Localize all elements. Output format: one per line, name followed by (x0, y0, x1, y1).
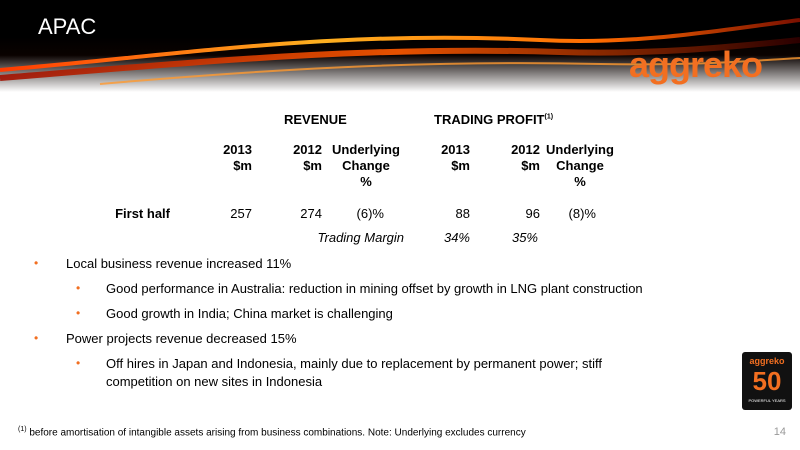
col-header-line: 2013 (441, 142, 470, 157)
bullet-line: Off hires in Japan and Indonesia, mainly… (106, 356, 602, 371)
bullet-line: competition on new sites in Indonesia (106, 374, 323, 389)
cell-profit-2013: 88 (455, 206, 470, 221)
aggreko-logo: aggreko (628, 44, 763, 85)
cell-revenue-2012: 274 (300, 206, 322, 221)
bullet-off-hires: Off hires in Japan and Indonesia, mainly… (106, 355, 602, 391)
bullet-power-projects: Power projects revenue decreased 15% (66, 331, 297, 346)
col-header-line: $m (521, 158, 540, 173)
cell-profit-change: (8)% (568, 206, 596, 221)
bullet-local-business: Local business revenue increased 11% (66, 256, 292, 271)
col-header-profit-change: Underlying Change % (540, 142, 620, 190)
col-header-profit-2012: 2012 $m (490, 142, 540, 174)
footnote-marker: (1) (18, 426, 27, 433)
col-header-line: $m (451, 158, 470, 173)
bullet-marker: • (76, 306, 81, 320)
bullet-marker: • (76, 281, 81, 295)
col-header-line: 2012 (293, 142, 322, 157)
bullet-india-china: Good growth in India; China market is ch… (106, 306, 393, 321)
trading-profit-label: TRADING PROFIT (434, 112, 545, 127)
footnote: (1) before amortisation of intangible as… (18, 426, 526, 438)
col-header-line: 2012 (511, 142, 540, 157)
cell-revenue-2013: 257 (230, 206, 252, 221)
badge-brand: aggreko (749, 356, 785, 366)
col-header-line: Underlying (546, 142, 614, 157)
flame-swoosh-graphic (0, 18, 800, 85)
col-header-line: $m (303, 158, 322, 173)
col-header-line: % (360, 174, 372, 189)
col-header-revenue-2012: 2012 $m (272, 142, 322, 174)
cell-revenue-change: (6)% (356, 206, 384, 221)
col-header-profit-2013: 2013 $m (418, 142, 470, 174)
col-header-line: 2013 (223, 142, 252, 157)
badge-tagline: POWERFUL YEARS (748, 398, 786, 403)
col-header-line: $m (233, 158, 252, 173)
row-label-first-half: First half (115, 206, 170, 221)
page-number: 14 (773, 426, 786, 438)
footnote-text: before amortisation of intangible assets… (29, 427, 526, 439)
revenue-heading: REVENUE (284, 112, 347, 127)
trading-margin-2012: 35% (511, 230, 538, 245)
badge-number: 50 (752, 366, 782, 396)
col-header-revenue-2013: 2013 $m (200, 142, 252, 174)
bullet-marker: • (34, 331, 39, 345)
bullet-marker: • (34, 256, 39, 270)
bullet-australia: Good performance in Australia: reduction… (106, 281, 643, 296)
trading-profit-heading: TRADING PROFIT(1) (434, 112, 553, 127)
col-header-revenue-change: Underlying Change % (326, 142, 406, 190)
anniversary-badge: aggreko 50 POWERFUL YEARS (742, 352, 792, 410)
col-header-line: Underlying (332, 142, 400, 157)
trading-margin-2013: 34% (443, 230, 470, 245)
footnote-marker: (1) (544, 113, 554, 121)
bullet-marker: • (76, 356, 81, 370)
trading-margin-label: Trading Margin (317, 230, 404, 245)
cell-profit-2012: 96 (525, 206, 540, 221)
col-header-line: Change (556, 158, 604, 173)
page-title: APAC (38, 14, 97, 39)
col-header-line: % (574, 174, 586, 189)
header-banner: APAC aggreko (0, 0, 800, 92)
col-header-line: Change (342, 158, 390, 173)
